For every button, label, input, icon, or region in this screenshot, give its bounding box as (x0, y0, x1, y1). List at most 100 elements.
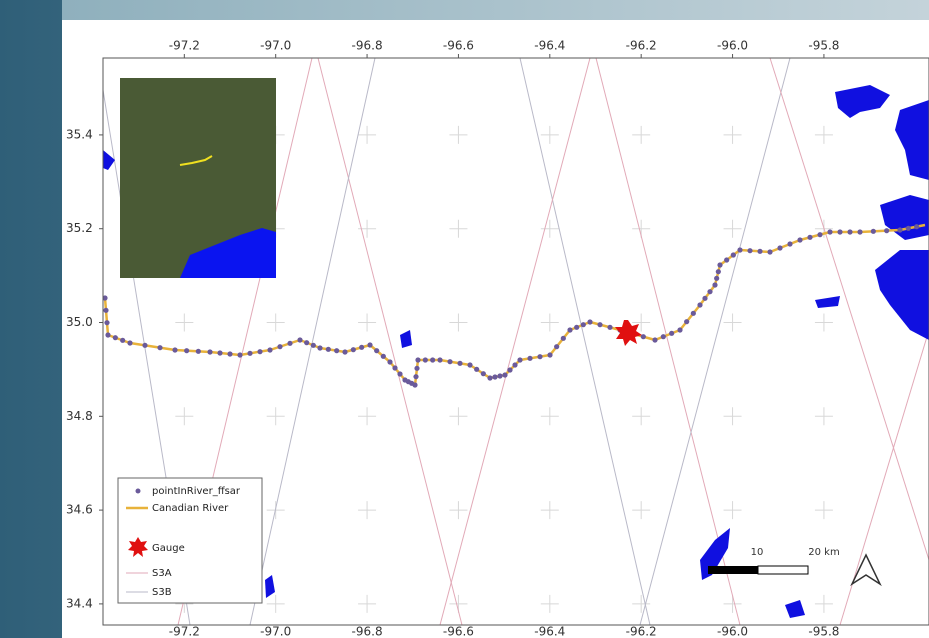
river-point (467, 362, 472, 367)
river-point (797, 237, 802, 242)
river-point (492, 374, 497, 379)
river-point (691, 311, 696, 316)
river-point (707, 289, 712, 294)
river-point (702, 296, 707, 301)
river-point (487, 375, 492, 380)
river-point (277, 344, 282, 349)
river-point (430, 357, 435, 362)
lon-label: -96.6 (443, 625, 474, 638)
river-point (267, 347, 272, 352)
lat-label: 35.4 (66, 127, 93, 141)
river-point (827, 229, 832, 234)
legend: pointInRiver_ffsar Canadian River Gauge … (118, 478, 262, 603)
lon-label: -96.4 (534, 39, 565, 53)
river-point (512, 362, 517, 367)
river-point (481, 371, 486, 376)
legend-label: S3A (152, 568, 172, 579)
river-point (105, 332, 110, 337)
river-point (437, 357, 442, 362)
lat-label: 35.2 (66, 221, 93, 235)
river-point (847, 229, 852, 234)
river-point (507, 367, 512, 372)
river-point (423, 357, 428, 362)
lon-label: -95.8 (808, 39, 839, 53)
river-point (737, 247, 742, 252)
river-point (807, 235, 812, 240)
scale-segment (708, 566, 758, 574)
river-point (474, 367, 479, 372)
scale-segment (758, 566, 808, 574)
river-point (731, 252, 736, 257)
river-point (227, 351, 232, 356)
lon-label: -97.0 (260, 39, 291, 53)
river-point (884, 228, 889, 233)
lat-label: 34.4 (66, 596, 93, 610)
river-point (120, 338, 125, 343)
river-point (374, 348, 379, 353)
scale-label: 10 (751, 547, 764, 558)
river-point (367, 342, 372, 347)
river-point (127, 340, 132, 345)
river-point (712, 282, 717, 287)
river-point (381, 354, 386, 359)
river-point (317, 345, 322, 350)
river-point (414, 366, 419, 371)
river-point (677, 327, 682, 332)
river-point (497, 373, 502, 378)
river-point (597, 322, 602, 327)
river-point (412, 382, 417, 387)
river-point (196, 349, 201, 354)
river-point (574, 325, 579, 330)
river-point (103, 308, 108, 313)
river-point (457, 361, 462, 366)
river-point (359, 345, 364, 350)
river-point (184, 348, 189, 353)
river-point (684, 319, 689, 324)
river-point (392, 365, 397, 370)
river-point (607, 325, 612, 330)
river-point (397, 371, 402, 376)
river-point (561, 336, 566, 341)
river-point (897, 227, 902, 232)
river-point (817, 232, 822, 237)
lon-label: -96.2 (626, 625, 657, 638)
river-point (527, 356, 532, 361)
river-point (857, 229, 862, 234)
scale-label: 20 km (808, 547, 839, 558)
lon-label: -97.0 (260, 625, 291, 638)
river-point (207, 349, 212, 354)
river-point (717, 262, 722, 267)
river-point (757, 249, 762, 254)
inset-map (120, 78, 276, 278)
legend-label: Gauge (152, 543, 185, 554)
river-point (547, 352, 552, 357)
river-point (716, 269, 721, 274)
river-point (502, 372, 507, 377)
lat-label: 34.8 (66, 409, 93, 423)
river-point (104, 320, 109, 325)
river-point (334, 348, 339, 353)
river-point (906, 226, 911, 231)
lon-label: -95.8 (808, 625, 839, 638)
lat-label: 35.0 (66, 315, 93, 329)
river-point (447, 359, 452, 364)
river-point (172, 347, 177, 352)
river-point (581, 322, 586, 327)
river-point (387, 359, 392, 364)
river-point (837, 229, 842, 234)
river-point (587, 319, 592, 324)
lon-label: -96.0 (717, 625, 748, 638)
river-point (342, 349, 347, 354)
river-point (257, 349, 262, 354)
river-point (767, 249, 772, 254)
river-point (247, 351, 252, 356)
lon-label: -96.8 (352, 39, 383, 53)
legend-label: Canadian River (152, 503, 229, 514)
lat-label: 34.6 (66, 503, 93, 517)
river-point (787, 241, 792, 246)
lon-label: -96.4 (534, 625, 565, 638)
lon-label: -97.2 (169, 625, 200, 638)
river-point (697, 302, 702, 307)
river-point (297, 337, 302, 342)
river-point (714, 276, 719, 281)
